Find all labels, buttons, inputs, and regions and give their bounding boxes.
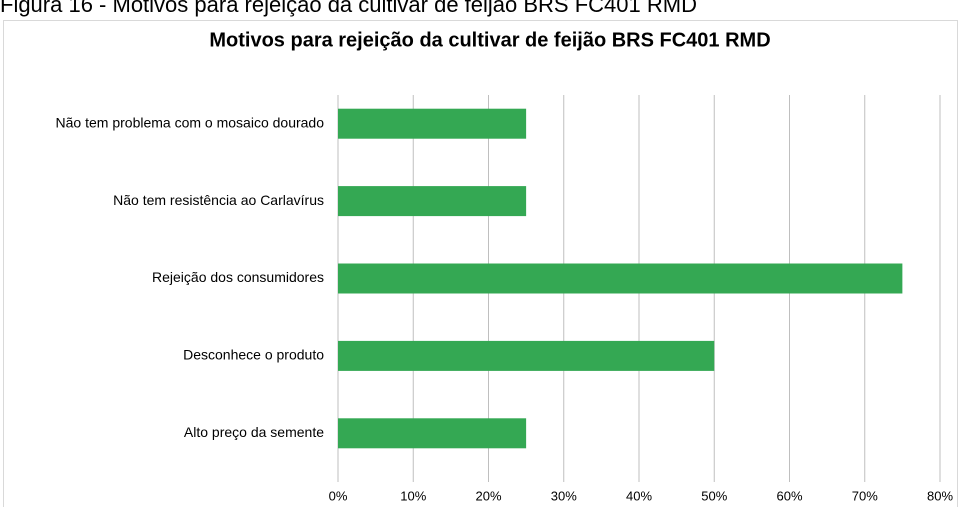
y-tick-label: Rejeição dos consumidores [152,269,324,285]
x-tick-label: 0% [329,488,348,503]
y-tick-label: Desconhece o produto [183,347,324,363]
chart-border [3,20,958,507]
bar [338,263,903,294]
y-tick-label: Alto preço da semente [184,424,324,440]
y-tick-label: Não tem problema com o mosaico dourado [56,114,325,130]
x-tick-label: 20% [475,488,501,503]
chart-title: Motivos para rejeição da cultivar de fei… [209,29,770,51]
x-tick-label: 10% [400,488,426,503]
y-tick-label: Não tem resistência ao Carlavírus [113,192,324,208]
bar [338,418,527,449]
x-tick-label: 50% [701,488,727,503]
x-tick-label: 40% [626,488,652,503]
bar [338,340,715,371]
bar [338,108,527,139]
figure-caption: Figura 16 - Motivos para rejeição da cul… [0,0,697,17]
bar [338,186,527,217]
x-tick-label: 70% [852,488,878,503]
x-tick-label: 60% [776,488,802,503]
x-tick-label: 80% [927,488,953,503]
x-tick-label: 30% [551,488,577,503]
